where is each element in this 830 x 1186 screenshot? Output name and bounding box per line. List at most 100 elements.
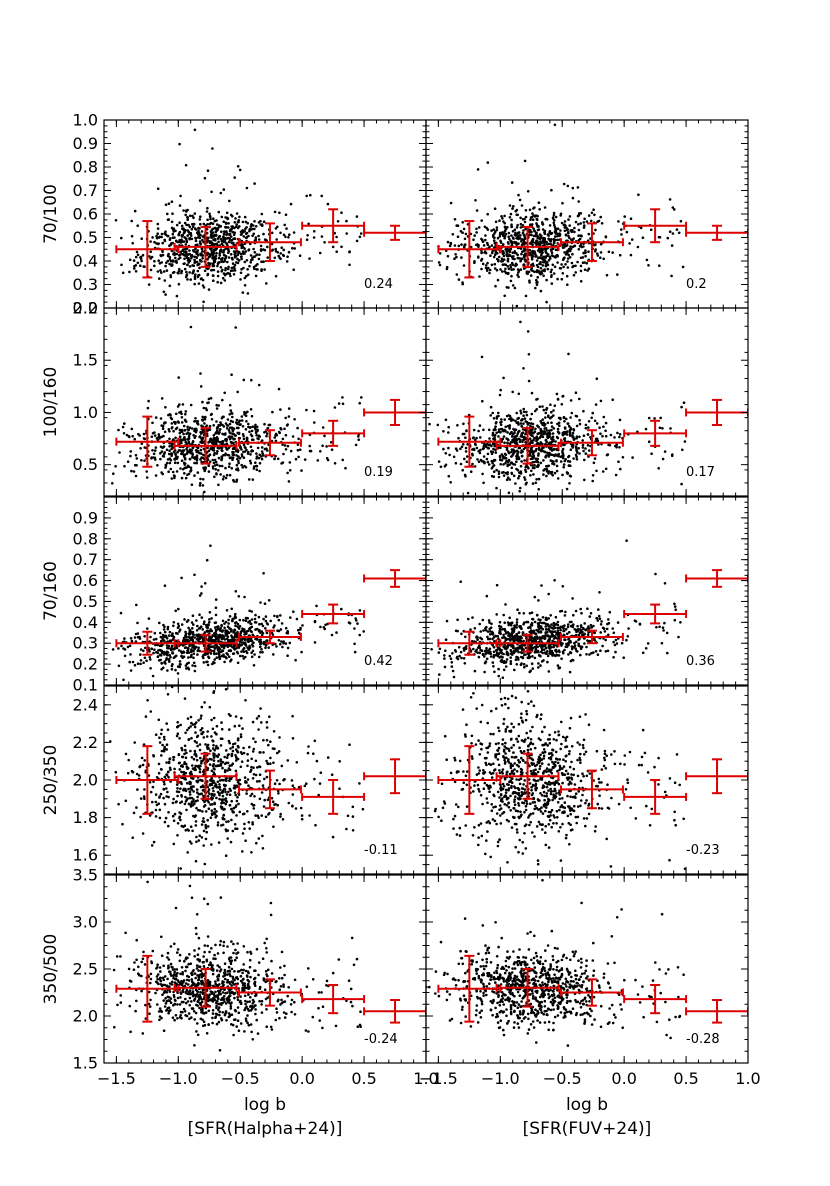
scatter-point bbox=[266, 432, 269, 435]
scatter-point bbox=[594, 248, 597, 251]
scatter-point bbox=[195, 260, 199, 264]
scatter-point bbox=[661, 427, 664, 430]
scatter-point bbox=[217, 226, 220, 230]
scatter-point bbox=[465, 429, 468, 432]
scatter-point bbox=[189, 449, 193, 453]
scatter-point bbox=[506, 257, 510, 261]
scatter-point bbox=[229, 235, 233, 238]
scatter-point bbox=[584, 423, 588, 427]
scatter-point bbox=[213, 475, 216, 479]
scatter-point bbox=[535, 254, 538, 258]
scatter-point bbox=[257, 629, 261, 633]
scatter-point bbox=[159, 654, 163, 657]
scatter-point bbox=[175, 252, 179, 256]
scatter-point bbox=[539, 266, 543, 270]
scatter-point bbox=[230, 241, 233, 245]
scatter-point bbox=[501, 217, 504, 220]
scatter-point bbox=[240, 650, 243, 653]
scatter-point bbox=[575, 424, 579, 428]
scatter-point bbox=[191, 627, 194, 630]
scatter-point bbox=[212, 248, 216, 251]
scatter-point bbox=[476, 243, 479, 246]
scatter-point bbox=[566, 283, 569, 287]
scatter-point bbox=[257, 456, 261, 460]
scatter-point bbox=[214, 598, 218, 601]
scatter-point bbox=[254, 274, 258, 278]
scatter-point bbox=[215, 645, 219, 648]
scatter-point bbox=[305, 238, 309, 241]
scatter-point bbox=[159, 445, 163, 449]
scatter-point bbox=[227, 622, 230, 625]
scatter-point bbox=[199, 440, 202, 444]
scatter-point bbox=[213, 652, 216, 656]
scatter-point bbox=[562, 182, 566, 186]
scatter-point bbox=[187, 661, 190, 665]
scatter-point bbox=[528, 430, 532, 434]
scatter-point bbox=[279, 614, 282, 617]
scatter-point bbox=[170, 454, 173, 458]
scatter-point bbox=[459, 462, 463, 466]
scatter-point bbox=[147, 283, 151, 286]
scatter-point bbox=[165, 261, 168, 265]
scatter-point bbox=[188, 426, 192, 430]
scatter-point bbox=[561, 394, 565, 398]
scatter-point bbox=[184, 410, 188, 413]
scatter-point bbox=[568, 429, 572, 432]
scatter-point bbox=[549, 459, 553, 462]
scatter-point bbox=[159, 417, 163, 420]
scatter-point bbox=[529, 218, 532, 221]
scatter-point bbox=[208, 629, 211, 633]
scatter-point bbox=[571, 431, 575, 435]
scatter-point bbox=[513, 431, 516, 435]
scatter-point bbox=[172, 635, 176, 639]
scatter-point bbox=[206, 218, 209, 222]
scatter-point bbox=[507, 450, 510, 453]
scatter-point bbox=[216, 425, 220, 429]
scatter-point bbox=[196, 420, 200, 423]
scatter-point bbox=[286, 444, 290, 448]
scatter-point bbox=[231, 453, 235, 456]
scatter-point bbox=[151, 236, 154, 239]
scatter-point bbox=[224, 466, 227, 470]
scatter-point bbox=[494, 230, 497, 233]
scatter-point bbox=[529, 251, 532, 254]
scatter-point bbox=[550, 268, 553, 272]
scatter-point bbox=[585, 220, 589, 223]
scatter-point bbox=[213, 626, 217, 629]
scatter-point bbox=[186, 425, 189, 429]
scatter-point bbox=[581, 446, 585, 449]
scatter-point bbox=[176, 622, 180, 626]
scatter-point bbox=[520, 432, 524, 436]
scatter-point bbox=[537, 454, 540, 457]
scatter-point bbox=[476, 458, 479, 461]
scatter-point bbox=[211, 264, 214, 268]
scatter-point bbox=[199, 233, 202, 237]
scatter-point bbox=[263, 602, 267, 605]
scatter-point bbox=[203, 176, 207, 180]
scatter-point bbox=[243, 595, 246, 599]
scatter-point bbox=[552, 409, 555, 412]
scatter-point bbox=[504, 267, 507, 271]
scatter-point bbox=[517, 416, 520, 420]
scatter-point bbox=[480, 355, 484, 359]
scatter-point bbox=[519, 222, 523, 226]
scatter-point bbox=[172, 656, 176, 660]
scatter-point bbox=[316, 459, 320, 462]
scatter-point bbox=[160, 261, 163, 264]
scatter-point bbox=[254, 225, 258, 228]
scatter-point bbox=[597, 443, 600, 446]
scatter-point bbox=[241, 250, 245, 253]
scatter-point bbox=[618, 446, 621, 449]
scatter-point bbox=[213, 464, 217, 467]
scatter-point bbox=[573, 230, 576, 234]
scatter-point bbox=[604, 421, 608, 425]
scatter-point bbox=[184, 664, 188, 667]
scatter-point bbox=[571, 443, 575, 447]
scatter-point bbox=[260, 622, 264, 626]
scatter-point bbox=[528, 437, 532, 441]
scatter-point bbox=[569, 247, 573, 250]
scatter-point bbox=[161, 250, 164, 254]
scatter-point bbox=[506, 471, 510, 474]
scatter-point bbox=[170, 477, 174, 480]
scatter-point bbox=[190, 636, 194, 640]
